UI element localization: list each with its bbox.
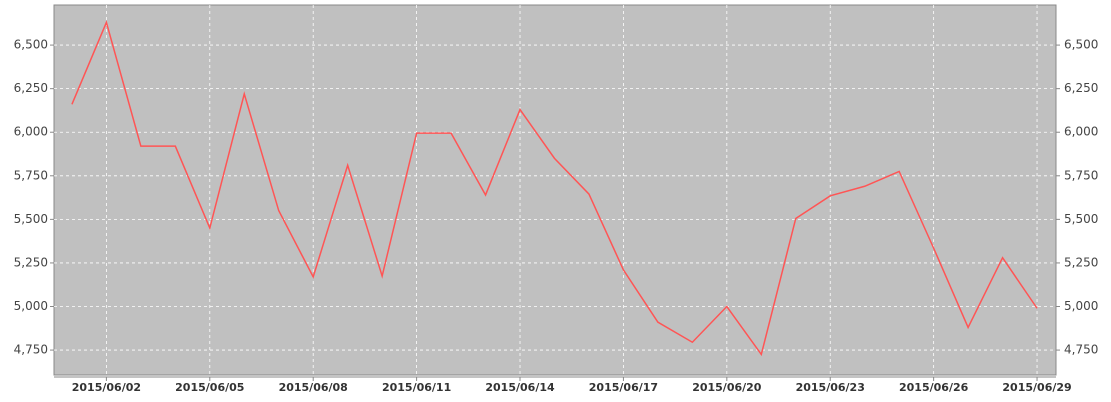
y2-tick-label: 6,500 xyxy=(1064,38,1098,52)
x-tick-label: 2015/06/05 xyxy=(175,381,244,394)
x-tick-label: 2015/06/14 xyxy=(485,381,555,394)
x-tick-label: 2015/06/17 xyxy=(589,381,658,394)
x-tick-label: 2015/06/20 xyxy=(692,381,762,394)
y2-tick-label: 6,250 xyxy=(1064,81,1098,95)
y-tick-label: 5,750 xyxy=(14,168,48,182)
x-tick-label: 2015/06/29 xyxy=(1002,381,1071,394)
y2-tick-label: 6,000 xyxy=(1064,125,1098,139)
y-tick-label: 5,500 xyxy=(14,212,48,226)
y2-tick-label: 5,000 xyxy=(1064,299,1098,313)
x-tick-label: 2015/06/02 xyxy=(72,381,141,394)
x-tick-label: 2015/06/08 xyxy=(279,381,348,394)
x-tick-label: 2015/06/26 xyxy=(899,381,969,394)
y2-tick-label: 4,750 xyxy=(1064,343,1098,357)
y2-tick-label: 5,250 xyxy=(1064,255,1098,269)
plot-area xyxy=(53,4,1057,376)
y-tick-label: 6,250 xyxy=(14,81,48,95)
x-tick-label: 2015/06/11 xyxy=(382,381,451,394)
y-tick-label: 6,000 xyxy=(14,125,48,139)
y-tick-label: 6,500 xyxy=(14,38,48,52)
y-tick-label: 5,000 xyxy=(14,299,48,313)
y-tick-label: 4,750 xyxy=(14,343,48,357)
y2-tick-label: 5,500 xyxy=(1064,212,1098,226)
y-tick-label: 5,250 xyxy=(14,255,48,269)
x-tick-label: 2015/06/23 xyxy=(796,381,865,394)
data-line xyxy=(71,20,1038,357)
y2-tick-label: 5,750 xyxy=(1064,168,1098,182)
